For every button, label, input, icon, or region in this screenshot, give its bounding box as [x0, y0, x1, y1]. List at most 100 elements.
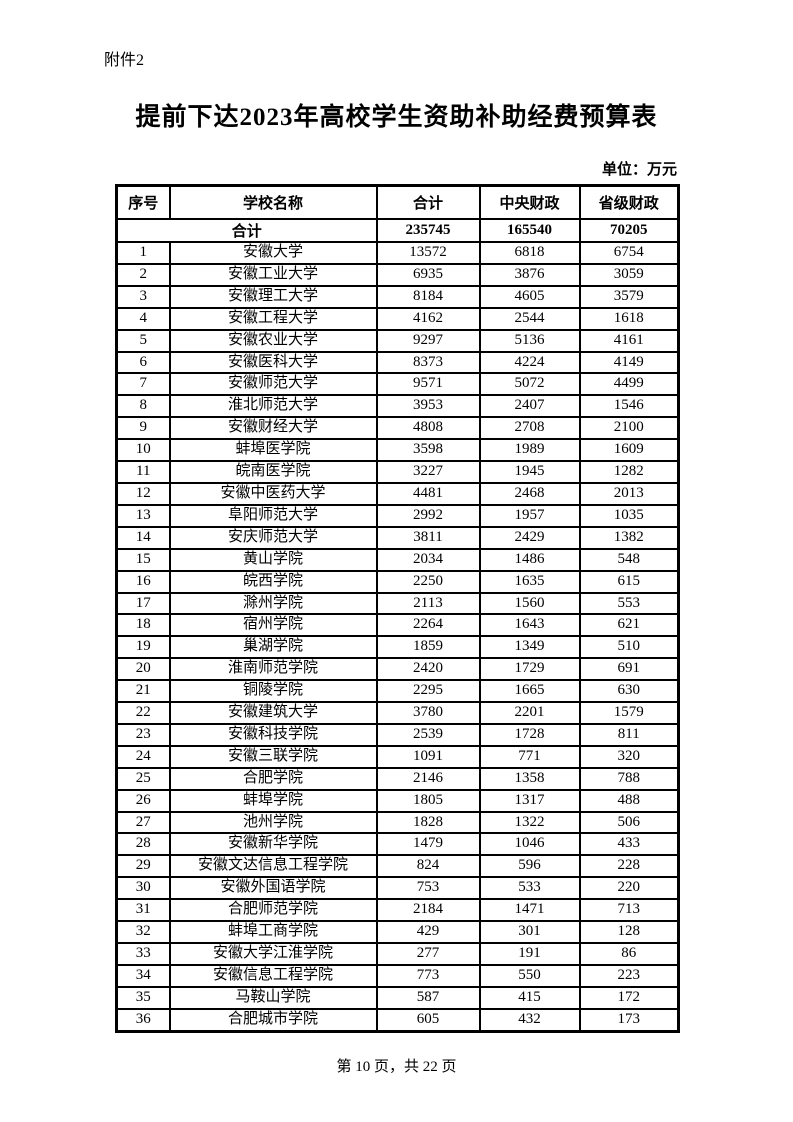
cell-total: 2250: [375, 569, 481, 594]
cell-row-number: 7: [115, 372, 171, 397]
cell-provincial: 86: [578, 942, 680, 966]
table-row: 24 安徽三联学院 1091 771 320: [115, 744, 680, 769]
total-row-label: 合计: [115, 218, 378, 243]
cell-provincial: 1609: [578, 438, 680, 463]
table-row: 7 安徽师范大学 9571 5072 4499: [115, 372, 680, 397]
table-body: 合计 235745 165540 70205 1 安徽大学 13572 6818 675…: [115, 218, 680, 1033]
cell-central: 1635: [478, 569, 581, 594]
cell-row-number: 12: [115, 481, 171, 506]
table-row: 10 蚌埠医学院 3598 1989 1609: [115, 438, 680, 463]
cell-provincial: 220: [578, 876, 680, 901]
cell-school-name: 安徽理工大学: [168, 284, 378, 309]
cell-row-number: 5: [115, 328, 171, 353]
header-central: 中央财政: [478, 184, 581, 220]
cell-provincial: 510: [578, 635, 680, 660]
cell-provincial: 3059: [578, 262, 680, 287]
cell-total: 13572: [375, 241, 481, 265]
cell-school-name: 安徽财经大学: [168, 416, 378, 441]
cell-school-name: 安徽大学江淮学院: [168, 942, 378, 966]
table-row: 11 皖南医学院 3227 1945 1282: [115, 460, 680, 484]
cell-central: 1729: [478, 657, 581, 682]
cell-provincial: 1382: [578, 525, 680, 550]
table-row: 8 淮北师范大学 3953 2407 1546: [115, 394, 680, 419]
cell-total: 3598: [375, 438, 481, 463]
cell-total: 2113: [375, 591, 481, 616]
cell-central: 5072: [478, 372, 581, 397]
cell-school-name: 滁州学院: [168, 591, 378, 616]
cell-provincial: 3579: [578, 284, 680, 309]
cell-provincial: 1579: [578, 701, 680, 725]
cell-provincial: 223: [578, 963, 680, 988]
cell-total: 753: [375, 876, 481, 901]
cell-school-name: 铜陵学院: [168, 679, 378, 704]
cell-central: 1349: [478, 635, 581, 660]
cell-total: 4162: [375, 306, 481, 331]
cell-central: 6818: [478, 241, 581, 265]
cell-provincial: 172: [578, 985, 680, 1010]
table-row: 16 皖西学院 2250 1635 615: [115, 569, 680, 594]
cell-provincial: 1546: [578, 394, 680, 419]
cell-school-name: 皖南医学院: [168, 460, 378, 484]
cell-central: 1486: [478, 547, 581, 572]
cell-central: 1046: [478, 832, 581, 857]
total-row-central: 165540: [478, 218, 581, 243]
table-row: 19 巢湖学院 1859 1349 510: [115, 635, 680, 660]
table-row: 4 安徽工程大学 4162 2544 1618: [115, 306, 680, 331]
cell-row-number: 22: [115, 701, 171, 725]
cell-school-name: 安徽科技学院: [168, 722, 378, 747]
cell-row-number: 25: [115, 766, 171, 791]
cell-central: 2201: [478, 701, 581, 725]
cell-school-name: 马鞍山学院: [168, 985, 378, 1010]
cell-school-name: 宿州学院: [168, 613, 378, 638]
cell-total: 3811: [375, 525, 481, 550]
cell-row-number: 18: [115, 613, 171, 638]
cell-row-number: 32: [115, 920, 171, 944]
cell-central: 1989: [478, 438, 581, 463]
cell-provincial: 2013: [578, 481, 680, 506]
table-row: 22 安徽建筑大学 3780 2201 1579: [115, 701, 680, 725]
table-row: 29 安徽文达信息工程学院 824 596 228: [115, 854, 680, 879]
cell-central: 1322: [478, 810, 581, 835]
cell-provincial: 1618: [578, 306, 680, 331]
cell-total: 1091: [375, 744, 481, 769]
cell-central: 596: [478, 854, 581, 879]
cell-central: 4224: [478, 350, 581, 375]
cell-provincial: 128: [578, 920, 680, 944]
unit-label: 单位：万元: [601, 162, 677, 178]
cell-provincial: 488: [578, 788, 680, 813]
cell-row-number: 6: [115, 350, 171, 375]
cell-school-name: 巢湖学院: [168, 635, 378, 660]
cell-central: 301: [478, 920, 581, 944]
cell-central: 415: [478, 985, 581, 1010]
cell-school-name: 合肥城市学院: [168, 1007, 378, 1033]
table-row: 9 安徽财经大学 4808 2708 2100: [115, 416, 680, 441]
header-provincial: 省级财政: [578, 184, 680, 220]
cell-row-number: 24: [115, 744, 171, 769]
cell-central: 1317: [478, 788, 581, 813]
cell-row-number: 14: [115, 525, 171, 550]
cell-provincial: 4499: [578, 372, 680, 397]
cell-provincial: 506: [578, 810, 680, 835]
table-row: 32 蚌埠工商学院 429 301 128: [115, 920, 680, 944]
table-row: 14 安庆师范大学 3811 2429 1382: [115, 525, 680, 550]
cell-total: 4481: [375, 481, 481, 506]
header-total: 合计: [375, 184, 481, 220]
cell-total: 2420: [375, 657, 481, 682]
cell-provincial: 615: [578, 569, 680, 594]
table-total-row: 合计 235745 165540 70205: [115, 218, 680, 243]
table-row: 15 黄山学院 2034 1486 548: [115, 547, 680, 572]
cell-total: 773: [375, 963, 481, 988]
cell-central: 2544: [478, 306, 581, 331]
cell-provincial: 2100: [578, 416, 680, 441]
cell-school-name: 安徽大学: [168, 241, 378, 265]
cell-central: 432: [478, 1007, 581, 1033]
cell-school-name: 安庆师范大学: [168, 525, 378, 550]
cell-row-number: 19: [115, 635, 171, 660]
cell-provincial: 4149: [578, 350, 680, 375]
cell-row-number: 23: [115, 722, 171, 747]
cell-total: 2146: [375, 766, 481, 791]
table-header-row: 序号 学校名称 合计 中央财政 省级财政: [115, 184, 680, 220]
cell-central: 3876: [478, 262, 581, 287]
cell-row-number: 35: [115, 985, 171, 1010]
table-row: 35 马鞍山学院 587 415 172: [115, 985, 680, 1010]
